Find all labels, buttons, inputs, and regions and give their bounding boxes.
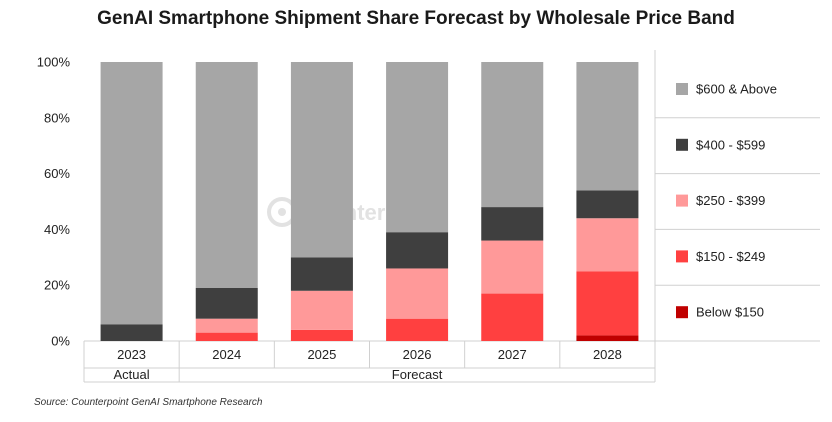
legend-swatch <box>676 83 688 95</box>
bar-segment <box>481 293 544 341</box>
bar-segment <box>576 335 639 341</box>
legend: $600 & Above $400 - $599 $250 - $399 $150 -… <box>655 82 820 320</box>
x-tick-label: 2026 <box>403 347 432 362</box>
bar-segment <box>100 62 163 325</box>
legend-swatch <box>676 194 688 207</box>
bar-segment <box>481 62 544 208</box>
legend-item-label: $150 - $249 <box>696 249 765 264</box>
bar-segment <box>576 190 639 219</box>
y-tick-label: 100% <box>37 55 71 70</box>
legend-item-label: $600 & Above <box>696 82 777 97</box>
bar-segment <box>481 240 544 294</box>
bar-segment <box>386 62 449 233</box>
bar-segment <box>386 318 449 341</box>
bar-segment <box>290 257 353 291</box>
bar-segment <box>576 62 639 191</box>
chart-frame <box>83 50 820 383</box>
x-tick-label: 2023 <box>117 347 146 362</box>
x-axis: 2023 2024 2025 2026 2027 2028 Actual Forecast <box>114 347 622 382</box>
bar-segment <box>195 318 258 333</box>
chart-title: GenAI Smartphone Shipment Share Forecast… <box>97 8 735 29</box>
watermark-logo-dot <box>278 208 286 216</box>
source-note: Source: Counterpoint GenAI Smartphone Re… <box>34 397 263 408</box>
legend-item-label: $250 - $399 <box>696 193 765 208</box>
bar-segment <box>100 324 163 341</box>
x-tick-label: 2028 <box>593 347 622 362</box>
bar-segment <box>195 287 258 319</box>
legend-swatch <box>676 138 688 151</box>
bar-segment <box>195 332 258 341</box>
bar-segment <box>386 268 449 319</box>
bar-segment <box>386 232 449 269</box>
y-tick-label: 60% <box>44 166 70 181</box>
x-tick-label: 2025 <box>307 347 336 362</box>
bars <box>100 62 639 341</box>
bar-segment <box>290 290 353 330</box>
legend-item-label: $400 - $599 <box>696 137 765 152</box>
y-tick-label: 80% <box>44 110 70 125</box>
y-tick-label: 20% <box>44 278 70 293</box>
bar-segment <box>195 62 258 288</box>
x-tick-label: 2027 <box>498 347 527 362</box>
legend-swatch <box>676 250 688 263</box>
bar-segment <box>576 271 639 336</box>
y-tick-label: 40% <box>44 222 70 237</box>
bar-segment <box>576 218 639 272</box>
group-label: Actual <box>114 367 150 382</box>
y-axis: 0% 20% 40% 60% 80% 100% <box>37 55 71 349</box>
y-tick-label: 0% <box>51 334 70 349</box>
group-label: Forecast <box>392 367 443 382</box>
legend-swatch <box>676 306 688 319</box>
x-tick-label: 2024 <box>212 347 241 362</box>
bar-segment <box>481 207 544 241</box>
bar-segment <box>290 329 353 341</box>
legend-item-label: Below $150 <box>696 305 764 320</box>
bar-segment <box>290 62 353 258</box>
